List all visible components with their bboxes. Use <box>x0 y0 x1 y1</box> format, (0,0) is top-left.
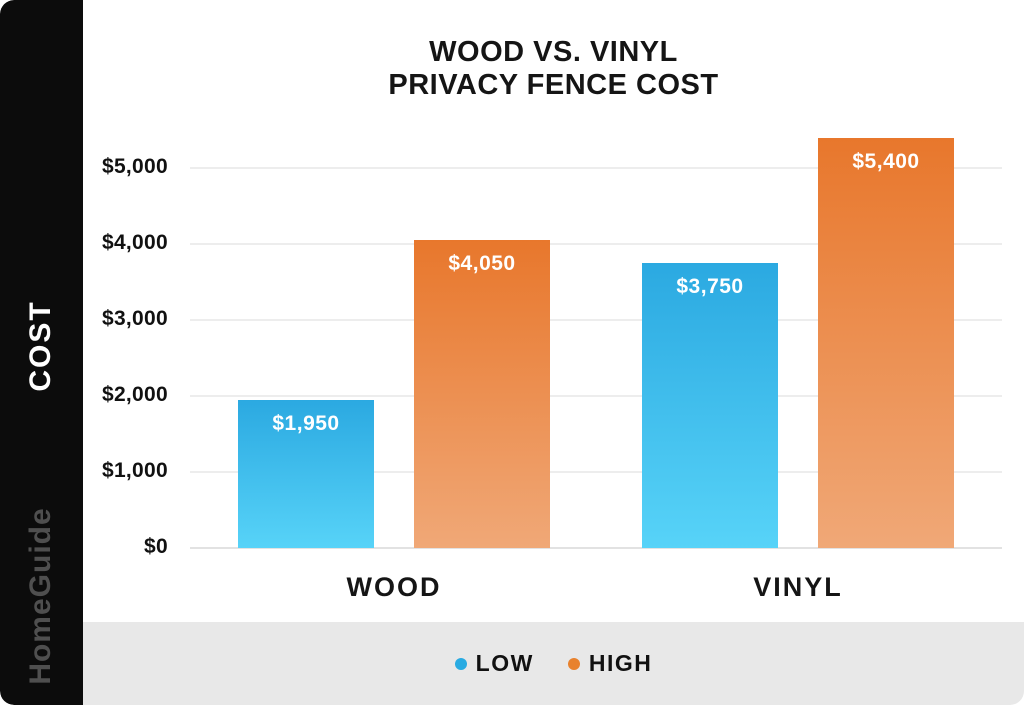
legend-item-low: LOW <box>454 650 534 677</box>
footer-strip: LOW HIGH <box>83 622 1024 705</box>
legend: LOW HIGH <box>454 650 653 677</box>
gridline-4000 <box>190 243 1002 245</box>
y-tick-label: $0 <box>144 535 168 558</box>
y-tick-label: $4,000 <box>101 231 168 254</box>
bar-value-label: $5,400 <box>852 150 920 173</box>
gridline-5000 <box>190 167 1002 169</box>
x-axis-label-vinyl: VINYL <box>753 572 843 602</box>
bar-vinyl-high: $5,400 <box>818 138 954 548</box>
left-sidebar: COST HomeGuide <box>0 0 83 705</box>
legend-dot-icon <box>454 657 467 670</box>
y-tick-label: $5,000 <box>101 155 168 178</box>
chart-title-line2: PRIVACY FENCE COST <box>388 69 719 101</box>
gridline-0 <box>190 547 1002 549</box>
legend-dot-icon <box>567 657 580 670</box>
x-axis-label-wood: WOOD <box>346 572 442 602</box>
y-tick-label: $2,000 <box>101 383 168 406</box>
legend-label: LOW <box>475 650 534 676</box>
y-tick-label: $3,000 <box>101 307 168 330</box>
gridline-3000 <box>190 319 1002 321</box>
bar-vinyl-low: $3,750 <box>642 263 778 548</box>
bar-value-label: $4,050 <box>448 252 516 275</box>
y-tick-label: $1,000 <box>101 459 168 482</box>
legend-item-high: HIGH <box>567 650 653 677</box>
bar-value-label: $1,950 <box>272 412 340 435</box>
bar-wood-high: $4,050 <box>414 240 550 548</box>
bar-wood-low: $1,950 <box>238 400 374 548</box>
chart-title-line1: WOOD VS. VINYL <box>429 36 678 68</box>
bar-value-label: $3,750 <box>676 275 744 298</box>
gridline-1000 <box>190 471 1002 473</box>
brand-watermark: HomeGuide <box>24 507 57 685</box>
gridline-2000 <box>190 395 1002 397</box>
legend-label: HIGH <box>588 650 653 676</box>
chart-title: WOOD VS. VINYL PRIVACY FENCE COST <box>83 36 1024 102</box>
